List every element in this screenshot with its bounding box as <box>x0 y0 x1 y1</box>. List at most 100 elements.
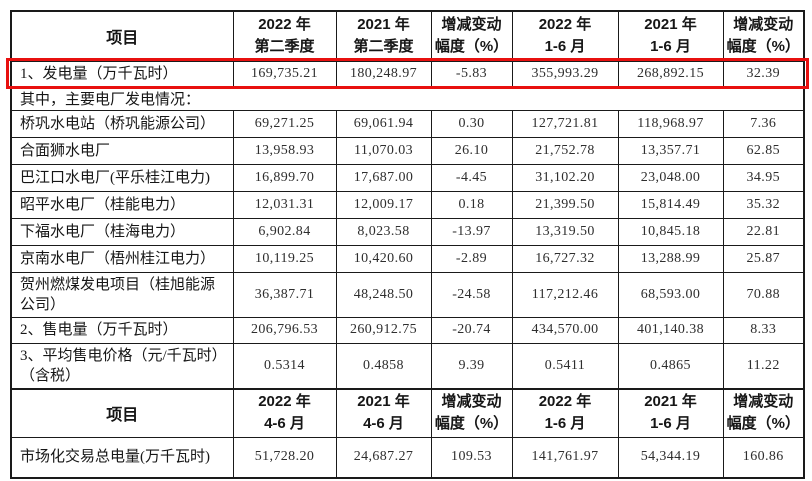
value-cell: 127,721.81 <box>511 109 619 138</box>
data-row: 昭平水电厂（桂能电力） 12,031.31 12,009.17 0.18 21,399.… <box>10 190 805 219</box>
data-row: 市场化交易总电量(万千瓦时) 51,728.20 24,687.27 109.53 14… <box>10 437 805 478</box>
period-header-line1: 2022 年 <box>538 16 592 34</box>
value-cell: 11.22 <box>722 342 805 389</box>
value-cell: 0.18 <box>430 190 513 219</box>
period-header-cell: 2022 年 4-6 月 <box>232 387 337 438</box>
value-cell: 69,271.25 <box>232 109 337 138</box>
value-cell: 34.95 <box>722 163 805 192</box>
value-cell: 206,796.53 <box>232 316 337 344</box>
period-header-row: 项目 2022 年 4-6 月 2021 年 4-6 月 增减变动 幅度（%） 2022 年 1… <box>10 387 805 438</box>
item-header-cell: 项目 <box>10 10 234 62</box>
value-cell: 54,344.19 <box>617 437 724 478</box>
period-header-cell: 2021 年 1-6 月 <box>617 10 724 62</box>
value-cell: 434,570.00 <box>511 316 619 344</box>
data-row: 1、发电量（万千瓦时） 169,735.21 180,248.97 -5.83 355,… <box>10 60 805 87</box>
row-label-cell: 市场化交易总电量(万千瓦时) <box>10 437 234 478</box>
period-header-line1: 增减变动 <box>441 16 502 34</box>
period-header-line1: 2021 年 <box>644 16 697 34</box>
value-cell: 117,212.46 <box>511 271 619 318</box>
value-cell: 260,912.75 <box>335 316 432 344</box>
period-header-line2: 1-6 月 <box>544 415 586 433</box>
period-header-line1: 增减变动 <box>733 393 794 411</box>
value-cell: 16,727.32 <box>511 244 619 273</box>
row-label-cell: 合面狮水电厂 <box>10 136 234 165</box>
value-cell: 141,761.97 <box>511 437 619 478</box>
value-cell: -24.58 <box>430 271 513 318</box>
value-cell: 0.4858 <box>335 342 432 389</box>
value-cell: 12,031.31 <box>232 190 337 219</box>
value-cell: 21,399.50 <box>511 190 619 219</box>
data-row: 合面狮水电厂 13,958.93 11,070.03 26.10 21,752.78 13… <box>10 136 805 165</box>
value-cell: 22.81 <box>722 217 805 246</box>
data-row: 贺州燃煤发电项目（桂旭能源公司） 36,387.71 48,248.50 -24.58… <box>10 271 805 318</box>
row-label-cell: 下福水电厂（桂海电力） <box>10 217 234 246</box>
period-header-line1: 2021 年 <box>644 393 697 411</box>
period-header-line2: 1-6 月 <box>544 38 586 56</box>
data-row: 3、平均售电价格（元/千瓦时）（含税） 0.5314 0.4858 9.39 0.541… <box>10 342 805 389</box>
value-cell: 160.86 <box>722 437 805 478</box>
period-header-cell: 2021 年第二季度 <box>335 10 432 62</box>
period-header-cell: 2021 年 4-6 月 <box>335 387 432 438</box>
period-header-line2: 4-6 月 <box>363 415 404 433</box>
value-cell: 0.30 <box>430 109 513 138</box>
value-cell: 13,288.99 <box>617 244 724 273</box>
section-label-cell: 其中，主要电厂发电情况： <box>10 85 805 111</box>
value-cell: 23,048.00 <box>617 163 724 192</box>
period-header-line2: 幅度（%） <box>726 38 800 56</box>
value-cell: 51,728.20 <box>232 437 337 478</box>
value-cell: 31,102.20 <box>511 163 619 192</box>
period-header-line1: 2022 年 <box>258 393 311 411</box>
value-cell: 6,902.84 <box>232 217 337 246</box>
period-header-cell: 增减变动幅度（%） <box>722 10 805 62</box>
period-header-line1: 2022 年 <box>258 16 311 34</box>
period-header-line1: 2021 年 <box>357 16 410 34</box>
value-cell: 21,752.78 <box>511 136 619 165</box>
row-label-cell: 京南水电厂（梧州桂江电力） <box>10 244 234 273</box>
period-header-line2: 幅度（%） <box>434 38 509 56</box>
row-label-cell: 桥巩水电站（桥巩能源公司） <box>10 109 234 138</box>
row-label-cell: 贺州燃煤发电项目（桂旭能源公司） <box>10 271 234 318</box>
value-cell: 268,892.15 <box>617 60 724 87</box>
value-cell: -4.45 <box>430 163 513 192</box>
data-row: 桥巩水电站（桥巩能源公司） 69,271.25 69,061.94 0.30 127,7… <box>10 109 805 138</box>
value-cell: 25.87 <box>722 244 805 273</box>
value-cell: 9.39 <box>430 342 513 389</box>
value-cell: 8.33 <box>722 316 805 344</box>
period-header-line2: 幅度（%） <box>726 415 800 433</box>
period-header-line2: 1-6 月 <box>650 38 691 56</box>
row-label-cell: 巴江口水电厂(平乐桂江电力) <box>10 163 234 192</box>
data-row: 2、售电量（万千瓦时） 206,796.53 260,912.75 -20.74 434… <box>10 316 805 344</box>
period-header-cell: 2022 年 1-6 月 <box>511 10 619 62</box>
value-cell: 70.88 <box>722 271 805 318</box>
value-cell: 109.53 <box>430 437 513 478</box>
value-cell: 17,687.00 <box>335 163 432 192</box>
value-cell: 36,387.71 <box>232 271 337 318</box>
period-header-line2: 1-6 月 <box>650 415 691 433</box>
data-row: 下福水电厂（桂海电力） 6,902.84 8,023.58 -13.97 13,319.… <box>10 217 805 246</box>
data-row: 巴江口水电厂(平乐桂江电力) 16,899.70 17,687.00 -4.45 31,… <box>10 163 805 192</box>
value-cell: -5.83 <box>430 60 513 87</box>
value-cell: 26.10 <box>430 136 513 165</box>
value-cell: -13.97 <box>430 217 513 246</box>
value-cell: 16,899.70 <box>232 163 337 192</box>
row-label-cell: 3、平均售电价格（元/千瓦时）（含税） <box>10 342 234 389</box>
row-label-cell: 2、售电量（万千瓦时） <box>10 316 234 344</box>
value-cell: 24,687.27 <box>335 437 432 478</box>
value-cell: 118,968.97 <box>617 109 724 138</box>
value-cell: 13,357.71 <box>617 136 724 165</box>
value-cell: 0.5411 <box>511 342 619 389</box>
period-header-line1: 增减变动 <box>733 16 794 34</box>
value-cell: 180,248.97 <box>335 60 432 87</box>
period-header-line2: 4-6 月 <box>264 415 305 433</box>
period-header-cell: 2021 年 1-6 月 <box>617 387 724 438</box>
value-cell: 62.85 <box>722 136 805 165</box>
value-cell: 15,814.49 <box>617 190 724 219</box>
value-cell: 68,593.00 <box>617 271 724 318</box>
value-cell: 355,993.29 <box>511 60 619 87</box>
value-cell: 48,248.50 <box>335 271 432 318</box>
value-cell: 169,735.21 <box>232 60 337 87</box>
value-cell: 69,061.94 <box>335 109 432 138</box>
item-header-cell: 项目 <box>10 387 234 438</box>
value-cell: 13,319.50 <box>511 217 619 246</box>
